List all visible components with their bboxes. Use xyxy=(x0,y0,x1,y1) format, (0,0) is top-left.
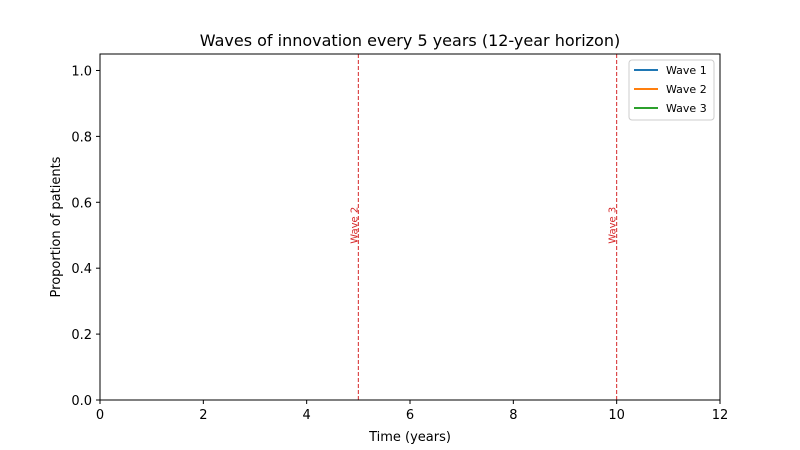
x-tick-label: 2 xyxy=(199,408,207,423)
x-tick-label: 6 xyxy=(406,408,414,423)
y-axis-ticks: 0.0 0.2 0.4 0.6 0.8 1.0 xyxy=(71,64,100,409)
vline-label-1: Wave 2 xyxy=(349,207,360,244)
legend-label-1: Wave 1 xyxy=(666,64,707,77)
y-tick-label: 0.6 xyxy=(71,196,92,211)
x-axis-ticks: 0 2 4 6 8 10 12 xyxy=(96,400,728,423)
legend-label-2: Wave 2 xyxy=(666,83,707,96)
y-axis-label: Proportion of patients xyxy=(49,156,64,297)
plot-frame xyxy=(99,53,721,401)
y-tick-label: 0.0 xyxy=(71,394,92,409)
x-tick-label: 12 xyxy=(712,408,729,423)
legend-box xyxy=(628,59,715,121)
vertical-markers: Wave 2 Wave 3 xyxy=(349,54,619,400)
x-tick-label: 4 xyxy=(303,408,311,423)
y-tick-label: 1.0 xyxy=(71,64,92,79)
legend: Wave 1 Wave 2 Wave 3 xyxy=(628,59,715,121)
x-tick-label: 0 xyxy=(96,408,104,423)
x-tick-label: 8 xyxy=(509,408,517,423)
x-tick-label: 10 xyxy=(608,408,625,423)
chart-title: Waves of innovation every 5 years (12-ye… xyxy=(200,31,620,50)
y-tick-label: 0.2 xyxy=(71,328,92,343)
y-tick-label: 0.8 xyxy=(71,130,92,145)
y-tick-label: 0.4 xyxy=(71,262,92,277)
vline-label-2: Wave 3 xyxy=(608,207,619,244)
legend-label-3: Wave 3 xyxy=(666,102,707,115)
x-axis-label: Time (years) xyxy=(368,430,451,445)
